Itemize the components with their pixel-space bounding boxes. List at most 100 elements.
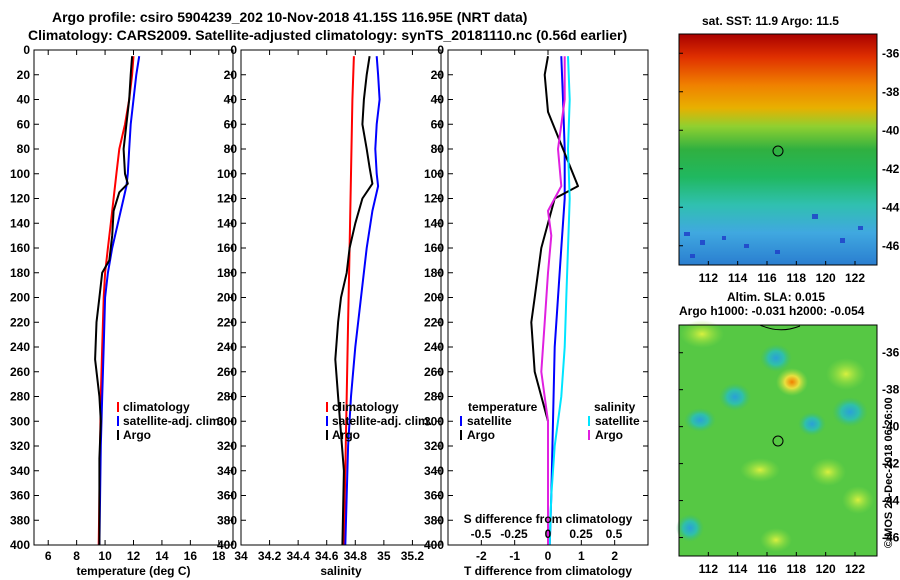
temp-ytick-label: 120 [10,192,30,206]
diff-frame [447,49,649,546]
diff-ytick-label: 0 [437,43,444,57]
sal-legend-label: satellite-adj. clim. [332,414,432,428]
sal-xlabel: salinity [320,564,362,578]
diff-ytick-label: 360 [424,489,444,503]
sal-ytick-label: 400 [217,538,237,552]
temp-xtick-label: 16 [184,549,198,563]
temp-ytick-label: 320 [10,439,30,453]
sla-ytick-label: -38 [882,383,900,397]
diff-xtick-label: 1 [578,549,585,563]
temp-ytick-label: 260 [10,365,30,379]
sal-legend-label: climatology [332,400,399,414]
sst-ytick-label: -38 [882,85,900,99]
sal-ytick-label: 320 [217,439,237,453]
diff-ytick-label: 60 [431,117,445,131]
sla-xtick-label: 112 [699,562,719,576]
diff-ytick-label: 320 [424,439,444,453]
sal-ytick-label: 0 [230,43,237,57]
sal-ytick-label: 260 [217,365,237,379]
diff-xlabel: T difference from climatology [464,564,632,578]
sal-ytick-label: 180 [217,266,237,280]
sal-xtick-label: 34 [234,549,248,563]
sal-ytick-label: 220 [217,315,237,329]
diff-ytick-label: 280 [424,390,444,404]
temp-ytick-label: 20 [17,68,31,82]
sst-argo-marker [772,145,784,157]
sst-xtick-label: 118 [787,271,807,285]
diff-legend-temp-label: Argo [467,428,495,442]
sst-xtick-label: 114 [728,271,748,285]
sla-map: Altim. SLA: 0.015 Argo h1000: -0.031 h20… [676,290,900,576]
temp-ytick-label: 0 [23,43,30,57]
temp-xtick-label: 14 [155,549,169,563]
sst-speckle [684,214,863,258]
temp-xtick-label: 6 [45,549,52,563]
sst-frame [678,33,878,266]
sla-xtick-label: 116 [757,562,777,576]
sla-ytick-label: -36 [882,346,900,360]
diff-x2tick-label: -0.25 [500,527,528,541]
sla-ytick-label: -42 [882,457,900,471]
temp-xtick-label: 10 [98,549,112,563]
temp-panel: 0204060801001201401601802002202402602803… [10,43,234,578]
diff-legend-sal-label: satellite [595,414,640,428]
temp-ytick-label: 300 [10,414,30,428]
sal-series-climatology [342,56,355,546]
sla-xtick-label: 120 [816,562,836,576]
temp-ytick-label: 160 [10,241,30,255]
diff-x2label: S difference from climatology [464,512,633,526]
header-line2: Climatology: CARS2009. Satellite-adjuste… [28,27,627,43]
sla-title: Altim. SLA: 0.015 [727,290,825,304]
sla-frame [678,324,878,557]
diff-xtick-label: 0 [545,549,552,563]
sal-xtick-label: 35 [377,549,391,563]
temp-ytick-label: 60 [17,117,31,131]
sst-xtick-label: 122 [845,271,865,285]
diff-panel: 0204060801001201401601802002202402602803… [424,43,649,578]
temp-ytick-label: 280 [10,390,30,404]
diff-ytick-label: 160 [424,241,444,255]
header-line1: Argo profile: csiro 5904239_202 10-Nov-2… [52,9,527,25]
diff-ytick-label: 260 [424,365,444,379]
sst-ytick-label: -46 [882,239,900,253]
sla-xtick-label: 114 [728,562,748,576]
sla-ytick-label: -44 [882,494,900,508]
sst-ticks: 112 114 116 118 120 122 -36 -38 -40 -42 -44 -46 [679,46,900,285]
sal-ytick-label: 380 [217,513,237,527]
sal-series-satellite-adj-clim- [344,56,381,546]
temp-ytick-label: 360 [10,489,30,503]
sal-ytick-label: 20 [224,68,238,82]
diff-legend-sal-title: salinity [594,400,636,414]
profile-panels: 0204060801001201401601802002202402602803… [10,43,649,578]
diff-xtick-label: -1 [509,549,520,563]
sal-ytick-label: 60 [224,117,238,131]
sla-xtick-label: 122 [845,562,865,576]
sla-xtick-label: 118 [787,562,807,576]
diff-legend: temperature salinitysatelliteArgosatellit… [460,400,640,541]
sal-frame [240,49,442,546]
temp-ytick-label: 220 [10,315,30,329]
temp-ytick-label: 400 [10,538,30,552]
temp-ytick-label: 340 [10,464,30,478]
sal-ytick-label: 100 [217,167,237,181]
diff-legend-temp-title: temperature [468,400,538,414]
sal-xtick-label: 35.2 [401,549,425,563]
sst-title: sat. SST: 11.9 Argo: 11.5 [702,14,839,28]
diff-legend-sal-label: Argo [595,428,623,442]
sal-series-argo [334,56,374,546]
sla-ytick-label: -46 [882,531,900,545]
diff-x2tick-label: 0.25 [569,527,593,541]
sla-blobs [676,320,874,552]
temp-ytick-label: 40 [17,93,31,107]
sla-subtitle: Argo h1000: -0.031 h2000: -0.054 [679,304,865,318]
diff-ytick-label: 380 [424,513,444,527]
sal-ytick-label: 80 [224,142,238,156]
diff-series-salinity-argo [540,56,566,545]
sla-ticks: 112 114 116 118 120 122 -36 -38 -40 -42 -44 -46 [679,346,900,576]
diff-x2tick-label: 0.5 [606,527,623,541]
diff-ytick-label: 80 [431,142,445,156]
temp-frame [33,49,234,546]
diff-series-salinity-satellite [548,56,571,546]
